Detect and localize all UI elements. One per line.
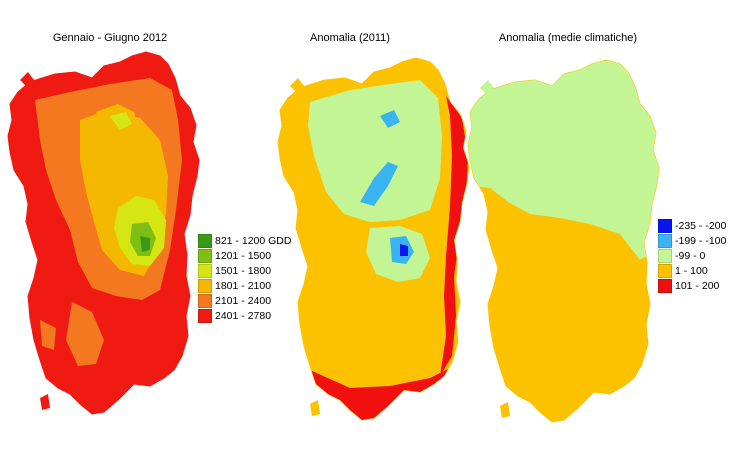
map-title-gdd: Gennaio - Giugno 2012	[52, 32, 168, 44]
legend-gdd-label: 2101 - 2400	[215, 294, 272, 307]
legend-anomaly-item: -199 - -100	[658, 233, 726, 248]
legend-anomaly-swatch	[658, 263, 672, 278]
legend-gdd-swatch	[198, 308, 212, 323]
legend-anomaly-item: -235 - -200	[658, 218, 726, 233]
legend-gdd-label: 1801 - 2100	[215, 279, 272, 292]
legend-gdd-item: 2401 - 2780	[198, 308, 291, 323]
legend-gdd-swatch	[198, 278, 212, 293]
legend-gdd-label: 821 - 1200 GDD	[215, 234, 292, 247]
legend-gdd-item: 821 - 1200 GDD	[198, 233, 291, 248]
map-anomaly-2011	[277, 57, 470, 421]
map-title-anomaly-climate: Anomalia (medie climatiche)	[498, 32, 638, 44]
legend-gdd: 821 - 1200 GDD 1201 - 1500 1501 - 1800 1801…	[198, 233, 291, 323]
legend-gdd-item: 1801 - 2100	[198, 278, 291, 293]
legend-anomaly-label: -99 - 0	[675, 249, 706, 262]
legend-anomaly-label: 1 - 100	[675, 264, 708, 277]
legend-anomaly-item: -99 - 0	[658, 248, 726, 263]
legend-gdd-swatch	[198, 233, 212, 248]
legend-gdd-label: 1501 - 1800	[215, 264, 272, 277]
legend-gdd-item: 1501 - 1800	[198, 263, 291, 278]
legend-gdd-swatch	[198, 293, 212, 308]
legend-anomaly-item: 101 - 200	[658, 278, 726, 293]
legend-gdd-swatch	[198, 248, 212, 263]
legend-anomaly-label: -235 - -200	[675, 219, 727, 232]
legend-anomaly-swatch	[658, 278, 672, 293]
legend-anomaly-label: 101 - 200	[675, 279, 720, 292]
legend-gdd-swatch	[198, 263, 212, 278]
legend-gdd-label: 2401 - 2780	[215, 309, 272, 322]
legend-gdd-item: 1201 - 1500	[198, 248, 291, 263]
legend-anomaly: -235 - -200 -199 - -100 -99 - 0 1 - 100 101 …	[658, 218, 726, 293]
legend-anomaly-swatch	[658, 218, 672, 233]
legend-anomaly-label: -199 - -100	[675, 234, 727, 247]
legend-anomaly-swatch	[658, 248, 672, 263]
map-gdd	[7, 51, 200, 415]
legend-anomaly-swatch	[658, 233, 672, 248]
map-title-anomaly-2011: Anomalia (2011)	[310, 32, 390, 44]
legend-gdd-label: 1201 - 1500	[215, 249, 272, 262]
legend-anomaly-item: 1 - 100	[658, 263, 726, 278]
legend-gdd-item: 2101 - 2400	[198, 293, 291, 308]
map-anomaly-climate	[467, 59, 660, 423]
